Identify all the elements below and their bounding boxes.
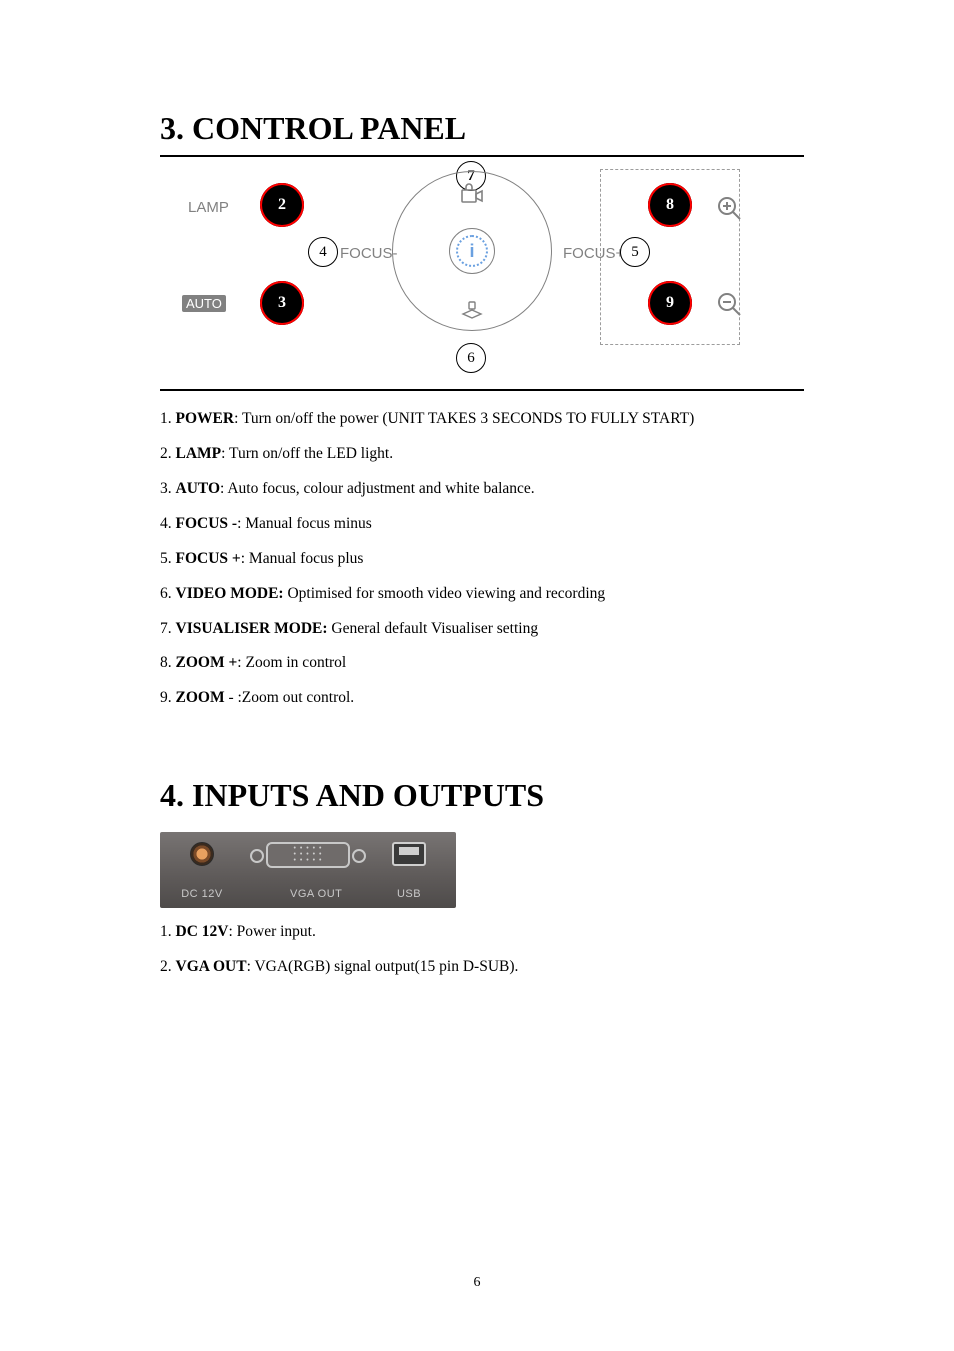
button-auto[interactable]: 3	[260, 281, 304, 325]
list-item: 3. AUTO: Auto focus, colour adjustment a…	[160, 479, 804, 500]
list-item: 4. FOCUS -: Manual focus minus	[160, 514, 804, 535]
label-auto: AUTO	[182, 295, 226, 312]
section3-title: 3. CONTROL PANEL	[160, 110, 804, 147]
callout-4: 4	[308, 237, 338, 267]
button-lamp[interactable]: 2	[260, 183, 304, 227]
section4-title: 4. INPUTS AND OUTPUTS	[160, 777, 804, 814]
control-panel-diagram: LAMP AUTO FOCUS- FOCUS+ 2 3 8 9 4 5 6 7 …	[160, 155, 804, 391]
list-item: 6. VIDEO MODE: Optimised for smooth vide…	[160, 584, 804, 605]
callout-6: 6	[456, 343, 486, 373]
port-dc12v-label: DC 12V	[181, 888, 223, 900]
list-item: 1. POWER: Turn on/off the power (UNIT TA…	[160, 409, 804, 430]
zoom-in-icon	[716, 195, 742, 226]
port-usb[interactable]: USB	[392, 842, 426, 866]
section4-list: 1. DC 12V: Power input. 2. VGA OUT: VGA(R…	[160, 922, 804, 978]
list-item: 5. FOCUS +: Manual focus plus	[160, 549, 804, 570]
visualiser-mode-icon	[458, 182, 486, 211]
zoom-out-icon	[716, 291, 742, 322]
list-item: 2. VGA OUT: VGA(RGB) signal output(15 pi…	[160, 957, 804, 978]
port-vga-out[interactable]: • • • • •• • • • •• • • • • VGA OUT	[266, 842, 350, 868]
video-mode-icon	[460, 300, 484, 327]
mode-center[interactable]: i	[449, 228, 495, 274]
port-dc12v[interactable]: DC 12V	[190, 842, 214, 866]
port-vga-label: VGA OUT	[290, 888, 342, 900]
label-focus-minus: FOCUS-	[340, 245, 398, 262]
port-usb-label: USB	[397, 888, 421, 900]
io-panel-diagram: DC 12V • • • • •• • • • •• • • • • VGA O…	[160, 832, 456, 908]
list-item: 7. VISUALISER MODE: General default Visu…	[160, 619, 804, 640]
center-i-label: i	[469, 241, 474, 262]
list-item: 2. LAMP: Turn on/off the LED light.	[160, 444, 804, 465]
list-item: 8. ZOOM +: Zoom in control	[160, 653, 804, 674]
list-item: 9. ZOOM - :Zoom out control.	[160, 688, 804, 709]
page-number: 6	[0, 1275, 954, 1291]
list-item: 1. DC 12V: Power input.	[160, 922, 804, 943]
section3-list: 1. POWER: Turn on/off the power (UNIT TA…	[160, 409, 804, 709]
label-lamp: LAMP	[188, 199, 229, 216]
